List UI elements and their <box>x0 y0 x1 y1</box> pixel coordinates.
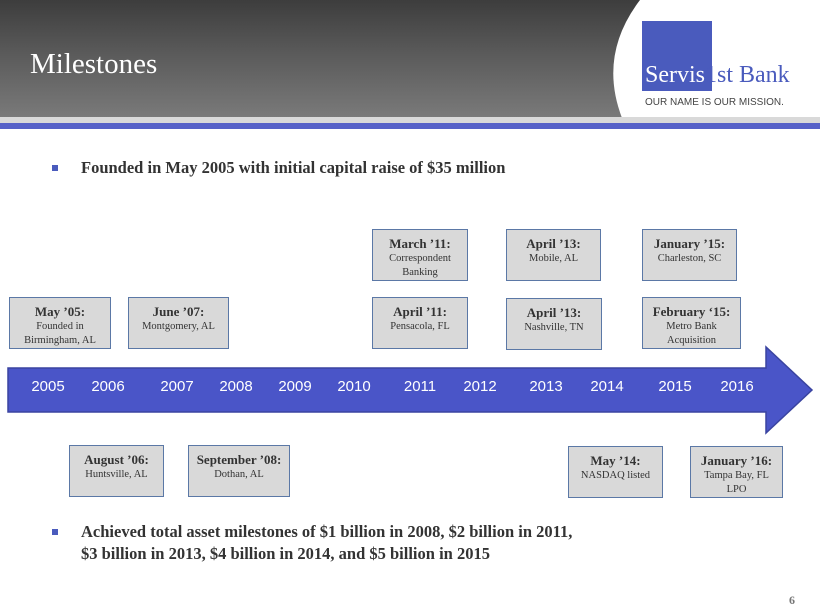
bullet-icon <box>52 529 58 535</box>
year-label: 2005 <box>31 378 65 395</box>
milestone-desc: Huntsville, AL <box>85 469 148 480</box>
milestone-box: February ‘15: Metro Bank Acquisition <box>642 297 741 349</box>
milestone-box: April ’13: Nashville, TN <box>506 298 602 350</box>
milestone-desc: Mobile, AL <box>529 253 578 264</box>
year-label: 2013 <box>529 378 563 395</box>
milestone-date: January ’15: <box>653 236 726 251</box>
logo-part2: 1st Bank <box>705 62 790 88</box>
milestone-date: June ’07: <box>152 304 205 319</box>
milestone-box: March ’11: Correspondent Banking <box>372 229 468 281</box>
milestone-date: January ’16: <box>700 453 773 468</box>
milestone-desc: Nashville, TN <box>524 322 584 333</box>
page-title: Milestones <box>30 48 158 80</box>
logo-part1: Servis <box>645 62 705 88</box>
milestone-desc: Founded in Birmingham, AL <box>24 321 96 346</box>
milestone-box: June ’07: Montgomery, AL <box>128 297 229 349</box>
milestone-desc: NASDAQ listed <box>580 470 651 481</box>
milestone-date: May ’14: <box>590 453 641 468</box>
year-label: 2007 <box>160 378 194 395</box>
timeline-arrow <box>7 345 814 435</box>
bullet-founded: Founded in May 2005 with initial capital… <box>52 157 772 179</box>
milestone-date: September ’08: <box>196 452 282 467</box>
milestone-box: May ’05: Founded in Birmingham, AL <box>9 297 111 349</box>
year-label: 2016 <box>720 378 754 395</box>
milestone-box: April ’13: Mobile, AL <box>506 229 601 281</box>
milestone-desc: Metro Bank Acquisition <box>666 321 717 346</box>
milestone-box: September ’08: Dothan, AL <box>188 445 290 497</box>
year-label: 2006 <box>91 378 125 395</box>
milestone-desc: Charleston, SC <box>657 253 722 264</box>
logo-square <box>642 21 712 91</box>
milestone-desc: Montgomery, AL <box>142 321 215 332</box>
logo-tagline: OUR NAME IS OUR MISSION. <box>645 97 784 108</box>
year-label: 2011 <box>403 378 437 395</box>
milestone-date: April ’13: <box>526 236 581 251</box>
milestone-date: May ’05: <box>34 304 86 319</box>
milestone-box: August ’06: Huntsville, AL <box>69 445 164 497</box>
bullet-assets: Achieved total asset milestones of $1 bi… <box>52 521 772 565</box>
logo: Servis1st Bank <box>645 62 790 89</box>
milestone-box: January ’16: Tampa Bay, FL LPO <box>690 446 783 498</box>
header-divider <box>0 117 820 123</box>
milestone-date: April ’11: <box>393 304 447 319</box>
year-label: 2014 <box>590 378 624 395</box>
milestone-desc: Tampa Bay, FL LPO <box>704 470 769 495</box>
milestone-desc: Pensacola, FL <box>390 321 450 332</box>
bullet-icon <box>52 165 58 171</box>
year-label: 2010 <box>337 378 371 395</box>
year-label: 2015 <box>658 378 692 395</box>
header-accent-line <box>0 123 820 129</box>
milestone-desc: Dothan, AL <box>214 469 264 480</box>
milestone-box: April ’11: Pensacola, FL <box>372 297 468 349</box>
year-label: 2012 <box>463 378 497 395</box>
milestone-date: April ’13: <box>526 305 582 320</box>
milestone-date: February ‘15: <box>652 304 731 319</box>
milestone-box: January ’15: Charleston, SC <box>642 229 737 281</box>
milestone-date: August ’06: <box>84 452 149 467</box>
milestone-box: May ’14: NASDAQ listed <box>568 446 663 498</box>
milestone-desc: Correspondent Banking <box>389 253 451 278</box>
year-label: 2008 <box>219 378 253 395</box>
page-number: 6 <box>789 593 795 607</box>
year-label: 2009 <box>278 378 312 395</box>
milestone-date: March ’11: <box>389 236 451 251</box>
